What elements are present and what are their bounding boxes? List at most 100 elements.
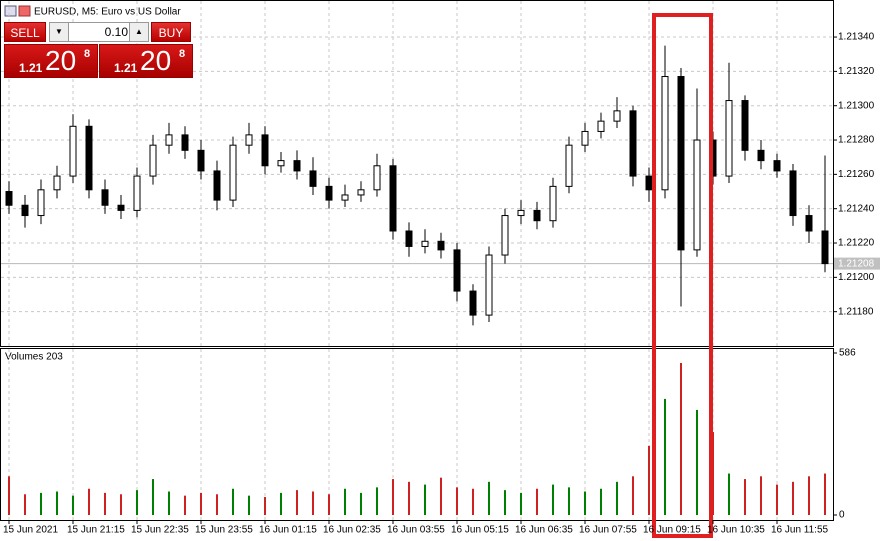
candle-body: [373, 165, 381, 191]
price-sup: 8: [179, 48, 186, 60]
x-tick-label: 15 Jun 2021: [3, 525, 58, 536]
y-tick-label: 586: [839, 348, 856, 359]
candle-body: [405, 230, 413, 247]
candle-body: [261, 134, 269, 167]
candle-body: [725, 100, 733, 177]
chart-icon: [18, 5, 31, 17]
candle-body: [517, 209, 525, 217]
main-frame: [0, 0, 834, 347]
price-big: 20: [45, 45, 77, 76]
x-tick-label: 16 Jun 02:35: [323, 525, 381, 536]
highlight-box: [652, 13, 713, 538]
x-tick-label: 15 Jun 21:15: [67, 525, 125, 536]
price-sup: 8: [84, 48, 91, 60]
x-tick-label: 16 Jun 01:15: [259, 525, 317, 536]
x-tick-label: 15 Jun 23:55: [195, 525, 253, 536]
sell-button[interactable]: SELL: [4, 22, 46, 42]
candle-body: [181, 134, 189, 151]
y-tick-label: 1.21180: [838, 306, 874, 317]
x-tick-label: 16 Jun 06:35: [515, 525, 573, 536]
candle-body: [277, 160, 285, 167]
sell-quote[interactable]: 1.21 20 8: [4, 44, 98, 78]
y-tick-label: 1.21220: [838, 238, 875, 249]
y-tick-label: 0: [839, 510, 845, 521]
candle-body: [101, 189, 109, 206]
candle-body: [293, 160, 301, 172]
candle-body: [741, 100, 749, 151]
price-big: 20: [140, 45, 172, 76]
candle-body: [245, 134, 253, 146]
y-tick-label: 1.21280: [838, 135, 875, 146]
candle-body: [69, 125, 77, 177]
candle-body: [613, 110, 621, 122]
candle-body: [117, 204, 125, 211]
candle-body: [53, 175, 61, 191]
price-prefix: 1.21: [19, 61, 43, 75]
volume-frame: [0, 348, 834, 521]
candle-body: [693, 139, 701, 251]
lot-up[interactable]: ▲: [129, 23, 148, 41]
chart-icon: [4, 5, 17, 17]
current-price-box: [834, 257, 880, 270]
candle-body: [85, 125, 93, 191]
candle-body: [677, 76, 685, 251]
y-tick-label: 1.21200: [838, 272, 875, 283]
candle-body: [133, 175, 141, 211]
candle-body: [437, 240, 445, 251]
lot-down[interactable]: ▼: [50, 23, 69, 41]
candle-body: [773, 160, 781, 172]
candle-body: [421, 240, 429, 247]
chart-title: EURUSD, M5: Euro vs US Dollar: [34, 7, 181, 18]
candle-body: [165, 134, 173, 146]
x-tick-label: 16 Jun 09:15: [643, 525, 701, 536]
buy-button[interactable]: BUY: [151, 22, 191, 42]
y-tick-label: 1.21240: [838, 203, 875, 214]
candle-body: [533, 209, 541, 222]
candle-body: [501, 215, 509, 256]
candle-body: [229, 144, 237, 201]
candle-body: [213, 170, 221, 201]
candle-body: [357, 189, 365, 196]
y-tick-label: 1.21300: [838, 100, 875, 111]
y-tick-label: 1.21340: [838, 32, 875, 43]
x-tick-label: 16 Jun 03:55: [387, 525, 445, 536]
x-tick-label: 16 Jun 10:35: [707, 525, 765, 536]
x-tick-label: 16 Jun 07:55: [579, 525, 637, 536]
candle-body: [645, 175, 653, 191]
candle-body: [149, 144, 157, 177]
candle-body: [197, 149, 205, 172]
y-tick-label: 1.21260: [838, 169, 875, 180]
lot-box: ▼ 0.10 ▲: [49, 22, 149, 42]
candle-body: [805, 215, 813, 232]
candle-body: [389, 165, 397, 232]
candle-body: [789, 170, 797, 217]
candle-body: [757, 149, 765, 162]
volume-title: Volumes 203: [5, 352, 63, 363]
candle-body: [661, 76, 669, 191]
candle-body: [485, 254, 493, 316]
x-tick-label: 16 Jun 05:15: [451, 525, 509, 536]
candle-body: [37, 189, 45, 217]
x-tick-label: 16 Jun 11:55: [771, 525, 829, 536]
candle-body: [565, 144, 573, 187]
candle-body: [341, 194, 349, 201]
candle-body: [597, 120, 605, 132]
candle-body: [469, 290, 477, 316]
candle-body: [325, 185, 333, 201]
y-tick-label: 1.21320: [838, 66, 875, 77]
candle-body: [453, 249, 461, 292]
candle-body: [821, 230, 829, 265]
candle-body: [5, 191, 13, 206]
x-tick-label: 15 Jun 22:35: [131, 525, 189, 536]
buy-quote[interactable]: 1.21 20 8: [99, 44, 193, 78]
candle-body: [629, 110, 637, 177]
candle-body: [549, 185, 557, 222]
current-price-label: 1.21208: [838, 258, 875, 269]
candle-body: [21, 204, 29, 217]
candle-body: [581, 130, 589, 146]
candle-body: [309, 170, 317, 187]
price-prefix: 1.21: [114, 61, 138, 75]
lot-value[interactable]: 0.10: [104, 25, 128, 39]
